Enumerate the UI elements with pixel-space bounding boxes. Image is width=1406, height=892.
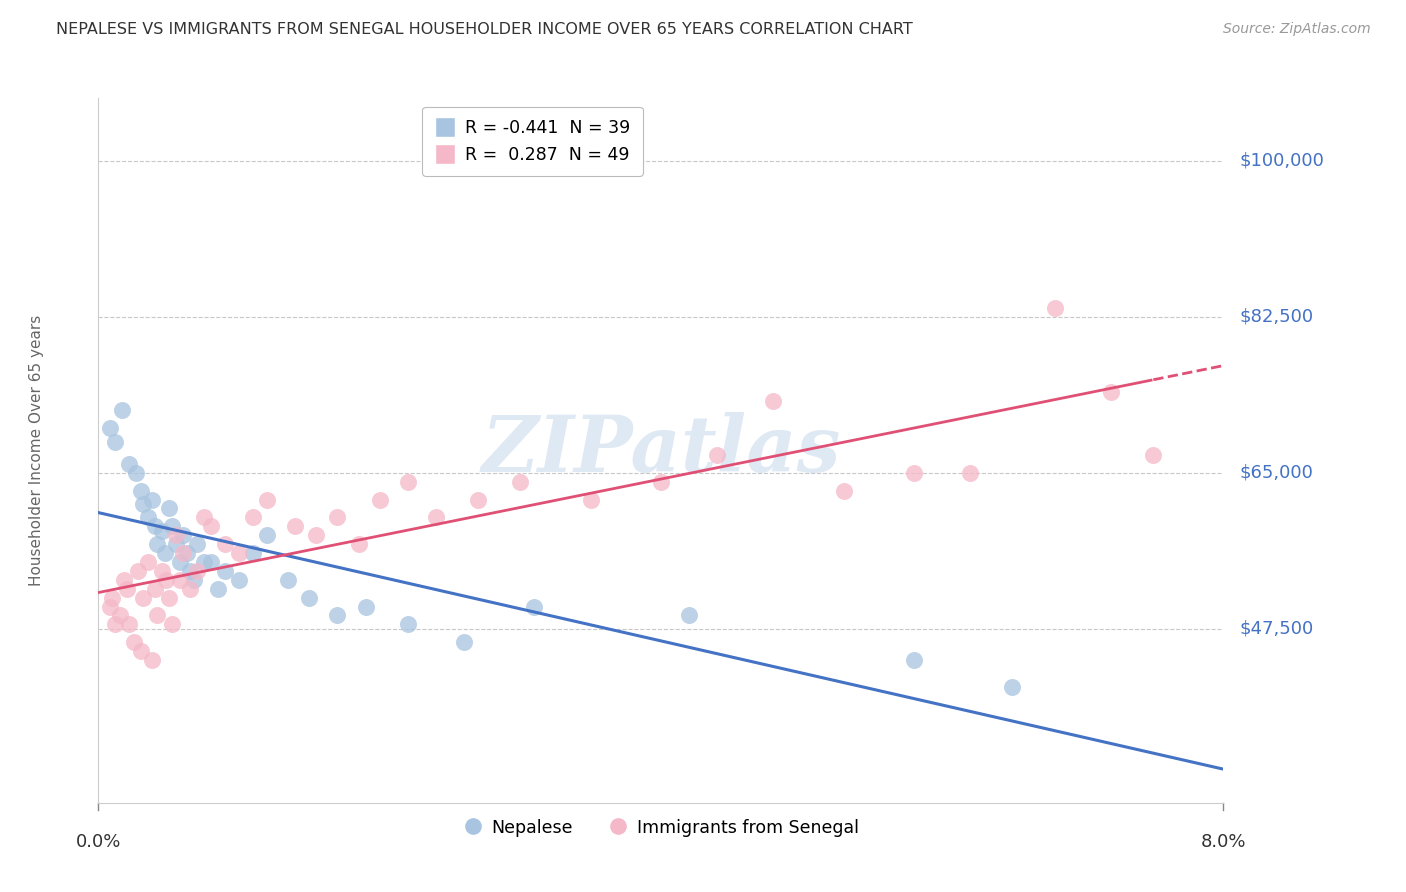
- Point: [160, 617, 183, 632]
- Point: [179, 564, 201, 578]
- Text: Source: ZipAtlas.com: Source: ZipAtlas.com: [1223, 22, 1371, 37]
- Point: [453, 635, 475, 649]
- Point: [112, 573, 135, 587]
- Point: [1099, 385, 1122, 400]
- Point: [326, 510, 349, 524]
- Point: [959, 466, 981, 480]
- Point: [169, 573, 191, 587]
- Point: [193, 555, 215, 569]
- Point: [98, 599, 121, 614]
- Point: [155, 573, 177, 587]
- Point: [141, 492, 163, 507]
- Point: [354, 599, 377, 614]
- Point: [118, 617, 141, 632]
- Point: [762, 394, 785, 409]
- Point: [832, 483, 855, 498]
- Point: [122, 635, 145, 649]
- Text: $82,500: $82,500: [1240, 308, 1315, 326]
- Point: [396, 475, 419, 489]
- Point: [903, 466, 925, 480]
- Point: [143, 582, 166, 596]
- Point: [509, 475, 531, 489]
- Point: [214, 564, 236, 578]
- Point: [193, 510, 215, 524]
- Point: [347, 537, 370, 551]
- Point: [368, 492, 391, 507]
- Point: [132, 497, 155, 511]
- Point: [242, 510, 264, 524]
- Text: $100,000: $100,000: [1240, 152, 1324, 169]
- Point: [141, 653, 163, 667]
- Point: [169, 555, 191, 569]
- Point: [104, 434, 127, 449]
- Text: Householder Income Over 65 years: Householder Income Over 65 years: [30, 315, 44, 586]
- Point: [127, 564, 149, 578]
- Legend: Nepalese, Immigrants from Senegal: Nepalese, Immigrants from Senegal: [456, 812, 866, 844]
- Text: 0.0%: 0.0%: [76, 833, 121, 851]
- Point: [396, 617, 419, 632]
- Point: [207, 582, 229, 596]
- Point: [153, 546, 176, 560]
- Point: [179, 582, 201, 596]
- Point: [104, 617, 127, 632]
- Point: [186, 537, 208, 551]
- Point: [101, 591, 124, 605]
- Point: [256, 492, 278, 507]
- Point: [650, 475, 672, 489]
- Point: [425, 510, 447, 524]
- Point: [146, 537, 169, 551]
- Point: [176, 546, 198, 560]
- Point: [172, 528, 194, 542]
- Point: [200, 519, 222, 533]
- Point: [298, 591, 321, 605]
- Point: [165, 537, 187, 551]
- Point: [157, 501, 180, 516]
- Point: [143, 519, 166, 533]
- Point: [165, 528, 187, 542]
- Point: [183, 573, 205, 587]
- Point: [111, 403, 134, 417]
- Point: [242, 546, 264, 560]
- Point: [108, 608, 131, 623]
- Point: [136, 510, 159, 524]
- Point: [1001, 680, 1024, 694]
- Text: $47,500: $47,500: [1240, 620, 1315, 638]
- Text: ZIPatlas: ZIPatlas: [481, 412, 841, 489]
- Point: [706, 448, 728, 462]
- Text: NEPALESE VS IMMIGRANTS FROM SENEGAL HOUSEHOLDER INCOME OVER 65 YEARS CORRELATION: NEPALESE VS IMMIGRANTS FROM SENEGAL HOUS…: [56, 22, 912, 37]
- Point: [277, 573, 299, 587]
- Point: [1142, 448, 1164, 462]
- Point: [200, 555, 222, 569]
- Point: [118, 457, 141, 471]
- Point: [305, 528, 328, 542]
- Point: [678, 608, 700, 623]
- Point: [228, 573, 250, 587]
- Point: [98, 421, 121, 435]
- Point: [157, 591, 180, 605]
- Point: [136, 555, 159, 569]
- Point: [186, 564, 208, 578]
- Point: [150, 564, 173, 578]
- Point: [326, 608, 349, 623]
- Point: [125, 466, 148, 480]
- Point: [150, 524, 173, 538]
- Point: [1043, 301, 1066, 315]
- Point: [115, 582, 138, 596]
- Point: [214, 537, 236, 551]
- Text: 8.0%: 8.0%: [1201, 833, 1246, 851]
- Point: [160, 519, 183, 533]
- Point: [284, 519, 307, 533]
- Text: $65,000: $65,000: [1240, 464, 1313, 482]
- Point: [228, 546, 250, 560]
- Point: [256, 528, 278, 542]
- Point: [467, 492, 489, 507]
- Point: [579, 492, 602, 507]
- Point: [132, 591, 155, 605]
- Point: [903, 653, 925, 667]
- Point: [129, 644, 152, 658]
- Point: [146, 608, 169, 623]
- Point: [172, 546, 194, 560]
- Point: [523, 599, 546, 614]
- Point: [129, 483, 152, 498]
